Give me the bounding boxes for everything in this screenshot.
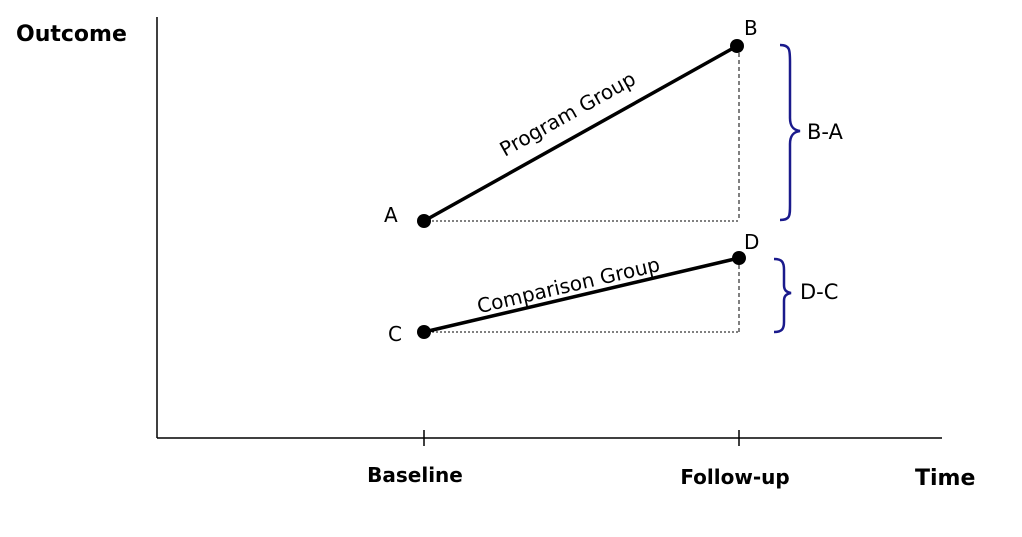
point-label-a: A: [384, 203, 398, 227]
point-label-d: D: [744, 230, 759, 254]
brace-d-c: [773, 257, 792, 334]
comparison-group-line: [423, 256, 740, 334]
tick-label-followup: Follow-up: [680, 465, 789, 489]
point-d: [732, 251, 746, 265]
brace-label-b-a: B-A: [807, 120, 844, 144]
point-c: [417, 325, 431, 339]
tick-label-baseline: Baseline: [367, 463, 463, 487]
y-axis-title: Outcome: [16, 22, 127, 47]
comparison-group-label: Comparison Group: [475, 252, 663, 318]
brace-label-d-c: D-C: [800, 280, 838, 304]
point-b: [730, 39, 744, 53]
point-label-c: C: [388, 322, 402, 346]
point-a: [417, 214, 431, 228]
x-axis-title: Time: [915, 466, 975, 491]
program-group-line: [423, 44, 738, 223]
point-label-b: B: [744, 16, 758, 40]
brace-b-a: [779, 43, 801, 222]
